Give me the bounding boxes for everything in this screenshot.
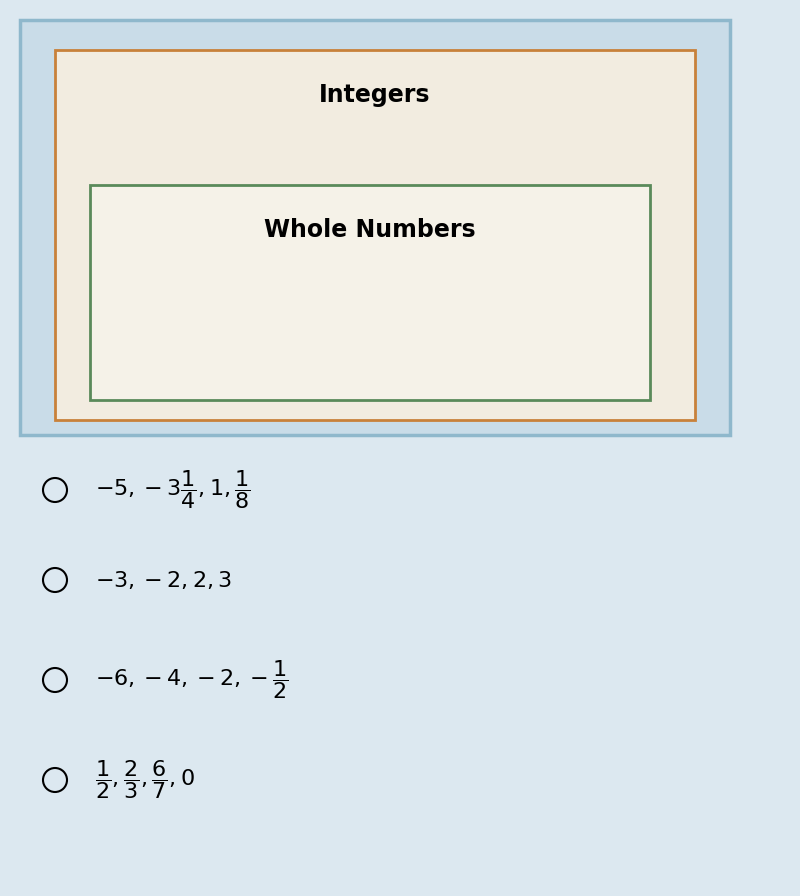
Text: $\dfrac{1}{2}, \dfrac{2}{3}, \dfrac{6}{7}, 0$: $\dfrac{1}{2}, \dfrac{2}{3}, \dfrac{6}{7…	[95, 759, 194, 802]
FancyBboxPatch shape	[20, 20, 730, 435]
Text: $-5, -3\dfrac{1}{4}, 1, \dfrac{1}{8}$: $-5, -3\dfrac{1}{4}, 1, \dfrac{1}{8}$	[95, 469, 250, 512]
Text: Whole Numbers: Whole Numbers	[264, 218, 476, 242]
Text: $-3, -2, 2, 3$: $-3, -2, 2, 3$	[95, 569, 232, 591]
FancyBboxPatch shape	[55, 50, 695, 420]
FancyBboxPatch shape	[90, 185, 650, 400]
Text: $-6, -4, -2, -\dfrac{1}{2}$: $-6, -4, -2, -\dfrac{1}{2}$	[95, 659, 289, 702]
Text: Integers: Integers	[319, 83, 430, 107]
